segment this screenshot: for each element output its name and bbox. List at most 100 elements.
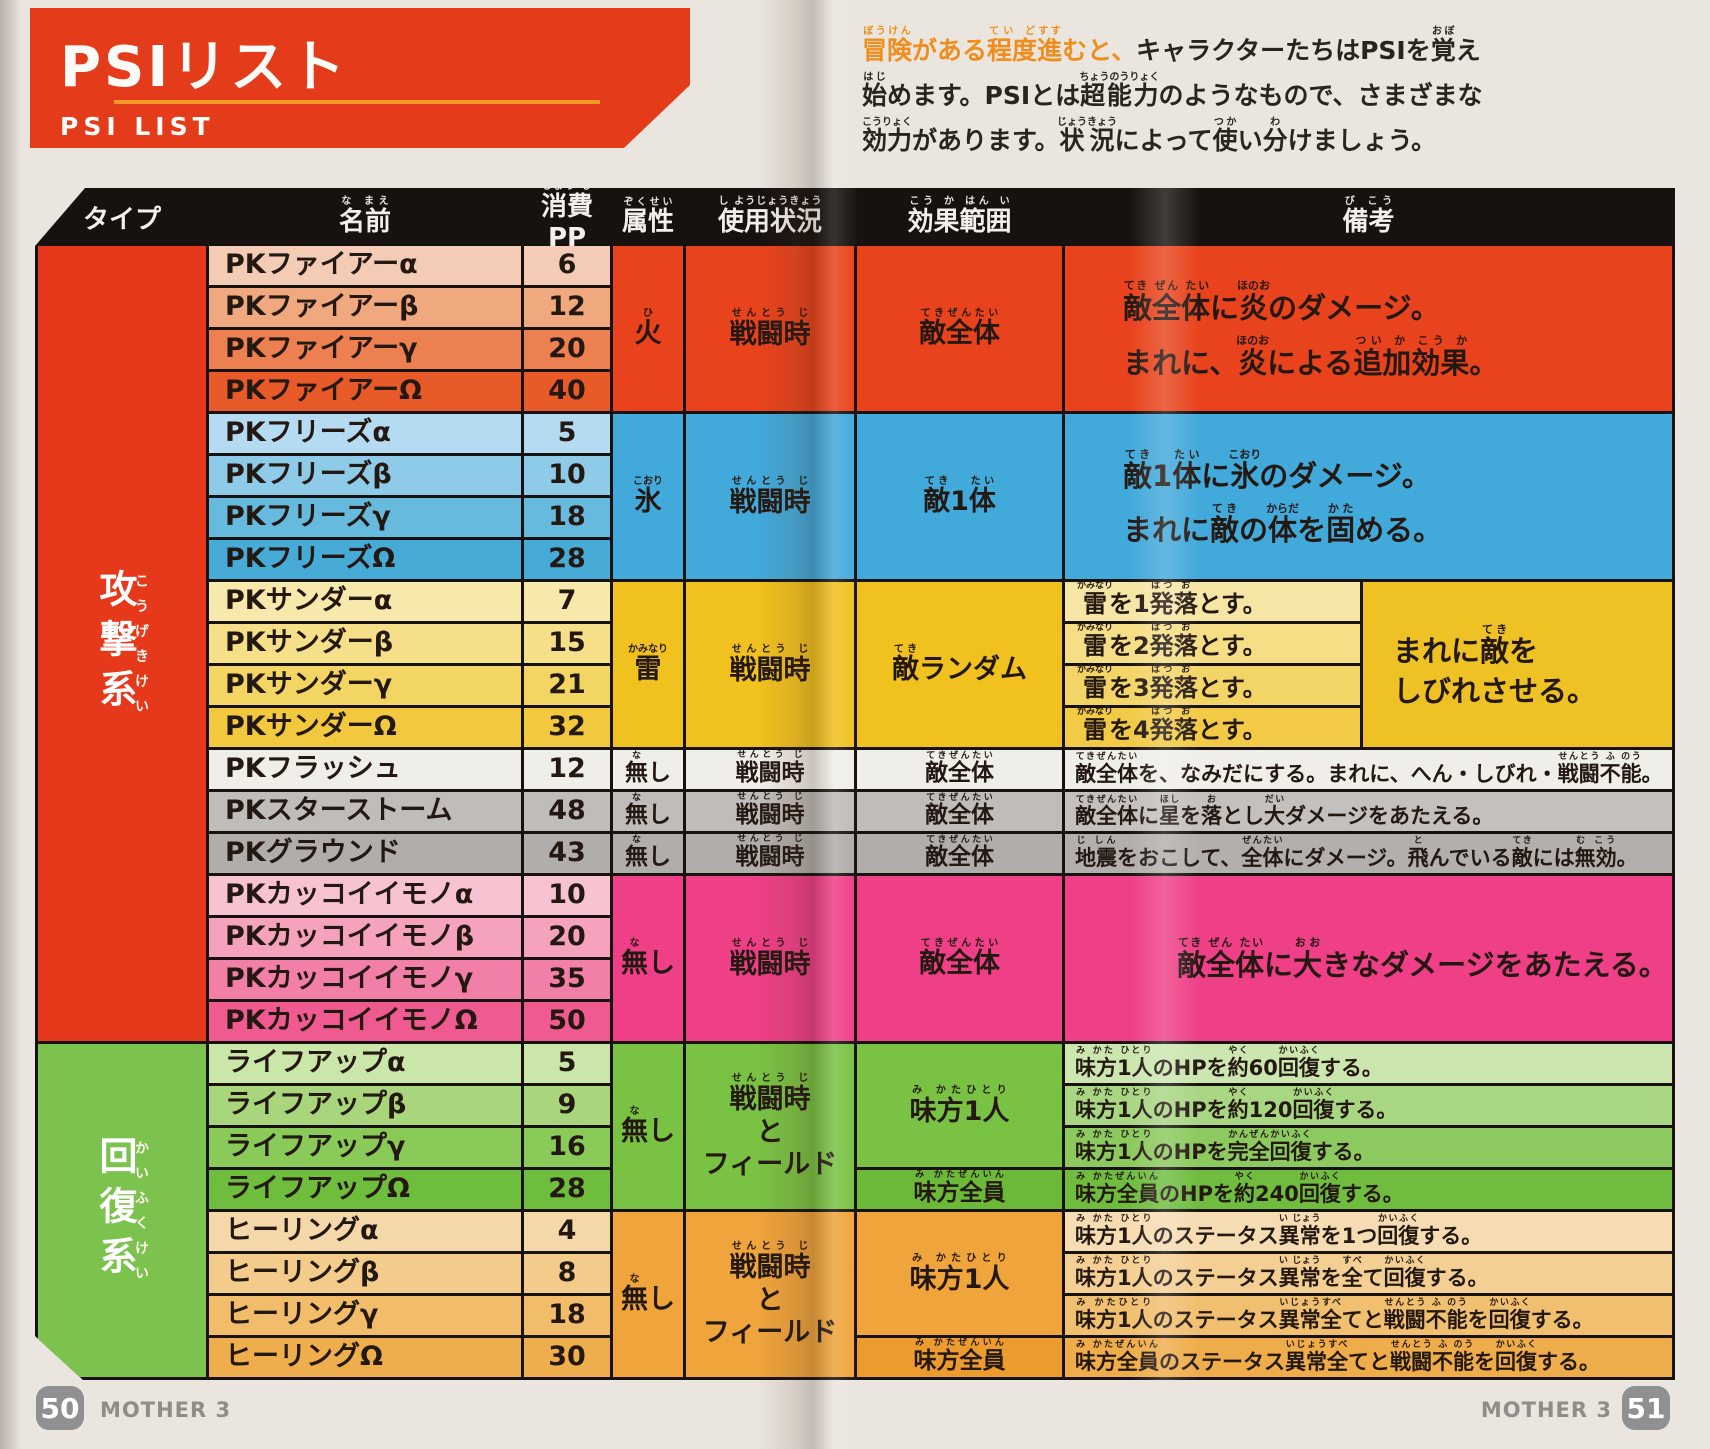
range-cell: 敵全体てきぜんたい xyxy=(857,834,1062,873)
note-cell: 味方全員み かたぜんいんのステータス異常全いじょうすべてと戦闘不能せんとう ふ … xyxy=(1065,1338,1672,1377)
page-number-left: 50 xyxy=(36,1386,84,1430)
psi-name: PKファイアーΩ xyxy=(209,372,521,411)
intro-line-1: 冒険ぼうけんがある程度てい ど進すすむと、キャラクターたちはPSIを覚おぼえ xyxy=(862,26,1582,63)
psi-pp-value: 20 xyxy=(524,918,610,957)
col-header-pp: 消費しょう ひ PP xyxy=(540,181,593,253)
note-cell: 敵てき1体たいに氷こおりのダメージ。 まれに敵てきの体からだを固かためる。 xyxy=(1065,414,1672,579)
attr-cell: 無なし xyxy=(613,792,683,831)
psi-pp-value: 12 xyxy=(524,288,610,327)
psi-name: PKファイアーα xyxy=(209,246,521,285)
psi-name: PKカッコイイモノα xyxy=(209,876,521,915)
range-cell: 味方全員み かたぜんいん xyxy=(857,1338,1062,1377)
psi-pp-value: 30 xyxy=(524,1338,610,1377)
note-cell: 敵全体てきぜんたいを、なみだにする。まれに、へん・しびれ・戦闘不能せんとう ふ … xyxy=(1065,750,1672,789)
range-cell: 敵全体てきぜんたい xyxy=(857,876,1062,1041)
psi-name: PKフラッシュ xyxy=(209,750,521,789)
psi-name: PKフリーズγ xyxy=(209,498,521,537)
psi-name: PKファイアーβ xyxy=(209,288,521,327)
page-title-box: PSIリスト PSI LIST xyxy=(30,8,690,148)
psi-pp-value: 15 xyxy=(524,624,610,663)
range-cell: 敵全体てきぜんたい xyxy=(857,750,1062,789)
col-header-attribute: 属性ぞくせい xyxy=(621,196,674,237)
psi-pp-value: 10 xyxy=(524,456,610,495)
psi-name: PKサンダーα xyxy=(209,582,521,621)
type-group-recover: 回かい復ふく系けい xyxy=(38,1044,206,1377)
psi-name: PKカッコイイモノγ xyxy=(209,960,521,999)
psi-pp-value: 20 xyxy=(524,330,610,369)
range-cell: 敵全体てきぜんたい xyxy=(857,792,1062,831)
page-subtitle: PSI LIST xyxy=(60,112,215,141)
psi-pp-value: 12 xyxy=(524,750,610,789)
psi-name: PKフリーズΩ xyxy=(209,540,521,579)
psi-name: ヒーリングα xyxy=(209,1212,521,1251)
note-cell: 敵全体てき ぜん たいに大おおきなダメージをあたえる。 xyxy=(1065,876,1672,1041)
note-cell: 味方1人み かたひとりのステータス異常全いじょうすべてと戦闘不能せんとう ふ の… xyxy=(1065,1296,1672,1335)
psi-name: PKサンダーγ xyxy=(209,666,521,705)
psi-name: ライフアップγ xyxy=(209,1128,521,1167)
col-header-name: 名前な まえ xyxy=(338,196,391,237)
note-cell: 雷かみなりを1発ぱつ落おとす。 xyxy=(1065,582,1360,621)
usage-cell: 戦闘時せんとう じ xyxy=(686,834,854,873)
psi-pp-value: 7 xyxy=(524,582,610,621)
note-cell: 地震じ しんをおこして、全体ぜんたいにダメージ。飛とんでいる敵てきには無効む こ… xyxy=(1065,834,1672,873)
psi-name: ヒーリングγ xyxy=(209,1296,521,1335)
note-cell: 味方1人み かた ひとりのステータス異常い じょうを全すべて回復かいふくする。 xyxy=(1065,1254,1672,1293)
intro-line-2: 始はじめます。PSIとは超能力ちょうのうりょくのようなもので、さまざまな xyxy=(862,72,1483,110)
psi-pp-value: 6 xyxy=(524,246,610,285)
psi-pp-value: 43 xyxy=(524,834,610,873)
range-cell: 敵てきランダム xyxy=(857,582,1062,747)
intro-highlight: 冒険ぼうけんがある程度てい ど進すすむと、 xyxy=(862,26,1137,65)
usage-cell: 戦闘時せんとう じ xyxy=(686,750,854,789)
psi-name: ライフアップβ xyxy=(209,1086,521,1125)
usage-cell: 戦闘時せんとう じとフィールド xyxy=(686,1044,854,1209)
psi-pp-value: 18 xyxy=(524,498,610,537)
note-cell: 味方全員み かたぜんいんのHPを約やく240回復かいふくする。 xyxy=(1065,1170,1672,1209)
range-cell: 味方全員み かたぜんいん xyxy=(857,1170,1062,1209)
psi-name: PKファイアーγ xyxy=(209,330,521,369)
note-cell: 味方1人み かた ひとりのHPを完全回復かんぜんかいふくする。 xyxy=(1065,1128,1672,1167)
psi-pp-value: 5 xyxy=(524,414,610,453)
psi-pp-value: 10 xyxy=(524,876,610,915)
page-edge-shadow xyxy=(0,0,22,1449)
attr-cell: 無なし xyxy=(613,834,683,873)
psi-pp-value: 28 xyxy=(524,540,610,579)
usage-cell: 戦闘時せんとう じとフィールド xyxy=(686,1212,854,1377)
attr-cell: 無なし xyxy=(613,1212,683,1377)
psi-name: ヒーリングΩ xyxy=(209,1338,521,1377)
note-cell: 雷かみなりを2発ぱつ落おとす。 xyxy=(1065,624,1360,663)
psi-name: PKサンダーβ xyxy=(209,624,521,663)
psi-name: ヒーリングβ xyxy=(209,1254,521,1293)
psi-pp-value: 32 xyxy=(524,708,610,747)
psi-pp-value: 9 xyxy=(524,1086,610,1125)
book-title-left: MOTHER 3 xyxy=(100,1398,232,1422)
usage-cell: 戦闘時せんとう じ xyxy=(686,246,854,411)
attr-cell: 無なし xyxy=(613,1044,683,1209)
note-cell: 雷かみなりを3発ぱつ落おとす。 xyxy=(1065,666,1360,705)
note-cell: まれに敵てきを しびれさせる。 xyxy=(1363,582,1672,747)
psi-pp-value: 8 xyxy=(524,1254,610,1293)
attr-cell: 無なし xyxy=(613,750,683,789)
note-cell: 敵全体てき ぜん たいに炎ほのおのダメージ。 まれに、炎ほのおによる追加効果つい … xyxy=(1065,246,1672,411)
attr-cell: 氷こおり xyxy=(613,414,683,579)
col-header-usage: 使用状況し ようじょうきょう xyxy=(717,196,822,237)
psi-name: PKフリーズβ xyxy=(209,456,521,495)
book-title-right: MOTHER 3 xyxy=(1480,1398,1612,1422)
psi-pp-value: 28 xyxy=(524,1170,610,1209)
psi-name: PKカッコイイモノβ xyxy=(209,918,521,957)
usage-cell: 戦闘時せんとう じ xyxy=(686,876,854,1041)
col-header-notes: 備考び こう xyxy=(1342,196,1395,237)
psi-pp-value: 35 xyxy=(524,960,610,999)
psi-pp-value: 5 xyxy=(524,1044,610,1083)
psi-name: PKグラウンド xyxy=(209,834,521,873)
psi-table: タイプ 名前な まえ 消費しょう ひ PP 属性ぞくせい 使用状況し ようじょうき… xyxy=(35,188,1675,1380)
attr-cell: 火ひ xyxy=(613,246,683,411)
psi-name: PKカッコイイモノΩ xyxy=(209,1002,521,1041)
note-cell: 味方1人み かた ひとりのHPを約やく60回復かいふくする。 xyxy=(1065,1044,1672,1083)
range-cell: 味方み かた1人ひとり xyxy=(857,1044,1062,1167)
attr-cell: 無なし xyxy=(613,876,683,1041)
psi-pp-value: 40 xyxy=(524,372,610,411)
psi-name: PKサンダーΩ xyxy=(209,708,521,747)
title-underline xyxy=(114,100,600,104)
usage-cell: 戦闘時せんとう じ xyxy=(686,582,854,747)
